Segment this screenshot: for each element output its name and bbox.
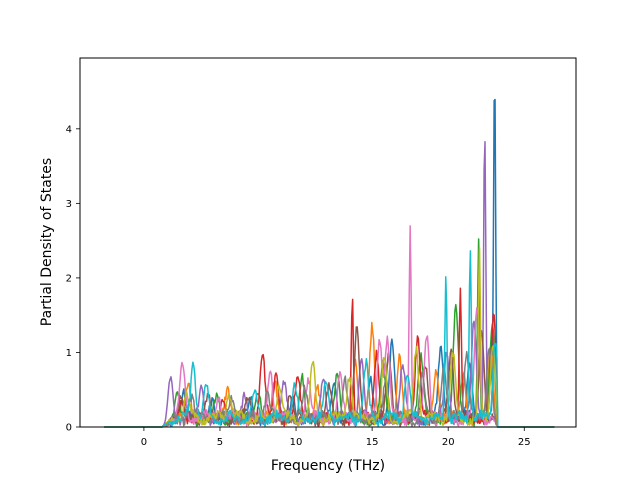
x-tick-label: 15: [366, 437, 379, 448]
y-tick-label: 2: [66, 273, 72, 284]
plot-background: [80, 58, 576, 427]
pdos-series-line: [104, 225, 555, 428]
y-tick-label: 3: [66, 199, 72, 210]
y-tick-label: 0: [66, 423, 72, 434]
pdos-series-line: [104, 250, 555, 428]
y-tick-label: 4: [66, 124, 72, 135]
x-tick-label: 10: [290, 437, 303, 448]
x-tick-label: 0: [141, 437, 147, 448]
x-tick-label: 5: [217, 437, 223, 448]
x-axis: 0 5 10 15 20 25: [141, 427, 531, 448]
y-axis: 0 1 2 3 4: [66, 124, 80, 434]
series-layer: [104, 98, 555, 428]
x-axis-label: Frequency (THz): [271, 458, 385, 474]
plot-frame: [79, 57, 577, 428]
y-axis-label: Partial Density of States: [39, 158, 55, 326]
x-tick-label: 20: [442, 437, 455, 448]
y-tick-label: 1: [66, 348, 72, 359]
x-tick-label: 25: [518, 437, 531, 448]
